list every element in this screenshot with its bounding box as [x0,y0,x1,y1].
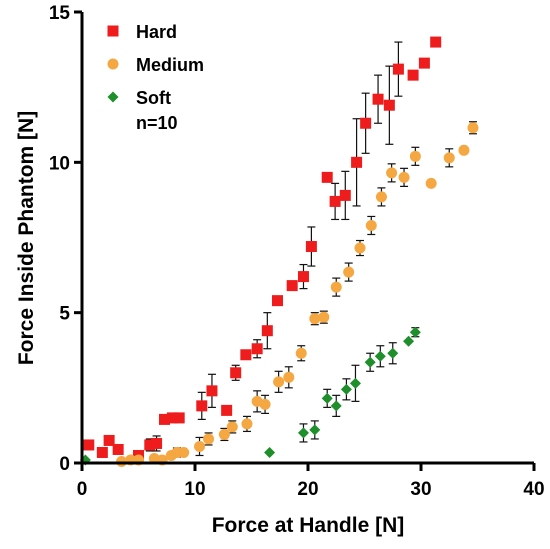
point-hard [230,367,242,379]
y-tick-label: 10 [49,153,70,174]
point-hard [430,36,442,48]
point-medium [194,440,206,452]
point-hard [339,189,351,201]
point-hard [407,69,419,81]
point-medium [343,266,355,278]
point-hard [112,443,124,455]
point-medium [309,313,321,325]
point-medium [295,347,307,359]
ticks-layer: 0 10 20 30 40 0 5 10 15 [49,3,545,500]
point-soft [403,335,415,347]
y-tick-label: 15 [49,3,71,24]
point-hard [271,295,283,307]
y-tick-label: 5 [59,304,70,325]
point-medium [218,428,230,440]
x-tick-label: 20 [297,479,318,500]
point-soft [297,427,309,439]
point-hard [144,439,156,451]
point-soft [387,347,399,359]
point-hard [96,446,108,458]
legend-marker-hard [107,25,119,37]
point-soft [264,446,276,458]
point-soft [330,400,342,412]
legend-item-soft: Soft [107,88,171,108]
legend-item-medium: Medium [107,55,204,75]
point-hard [297,271,309,283]
y-tick-label: 0 [59,454,70,475]
point-hard [158,413,170,425]
point-hard [251,343,263,355]
markers-layer [79,36,479,467]
point-medium [203,433,215,445]
legend-marker-medium [107,58,119,70]
point-medium [273,376,285,388]
point-medium [375,191,387,203]
point-hard [221,404,233,416]
point-soft [409,326,421,338]
point-hard [173,412,185,424]
point-hard [392,63,404,75]
point-soft [374,350,386,362]
point-hard [351,156,363,168]
point-hard [240,349,252,361]
point-medium [330,281,342,293]
point-hard [360,117,372,129]
point-hard [321,171,333,183]
y-axis-title: Force Inside Phantom [N] [15,111,38,365]
point-hard [196,400,208,412]
point-soft [349,377,361,389]
x-tick-label: 40 [523,479,544,500]
x-tick-label: 30 [410,479,431,500]
point-hard [261,325,273,337]
point-medium [467,122,479,134]
point-medium [398,171,410,183]
point-medium [283,371,295,383]
point-soft [321,392,333,404]
point-hard [383,99,395,111]
axes [80,12,534,465]
point-hard [329,195,341,207]
legend-label-medium: Medium [136,55,204,75]
point-hard [166,412,178,424]
point-soft [364,356,376,368]
x-tick-label: 0 [77,479,88,500]
point-soft [340,383,352,395]
point-medium [365,219,377,231]
legend-item-hard: Hard [107,22,177,42]
point-medium [259,398,271,410]
legend-label-soft: Soft [136,88,171,108]
point-hard [83,439,95,451]
legend-marker-soft [107,91,119,103]
point-hard [372,93,384,105]
x-tick-label: 10 [184,479,205,500]
point-medium [354,242,366,254]
point-hard [151,437,163,449]
point-hard [206,385,218,397]
legend-label-hard: Hard [136,22,177,42]
point-medium [178,446,190,458]
point-hard [305,241,317,253]
point-hard [418,57,430,69]
point-soft [309,424,321,436]
legend: Hard Medium Soft [107,22,204,108]
point-medium [386,167,398,179]
point-medium [443,152,455,164]
x-axis-title: Force at Handle [N] [212,514,405,537]
point-medium [226,421,238,433]
point-medium [409,150,421,162]
point-medium [458,144,470,156]
point-hard [286,280,298,292]
point-medium [241,418,253,430]
sample-size-annotation: n=10 [136,113,178,133]
point-medium [318,311,330,323]
point-hard [103,434,115,446]
point-medium [425,177,437,189]
